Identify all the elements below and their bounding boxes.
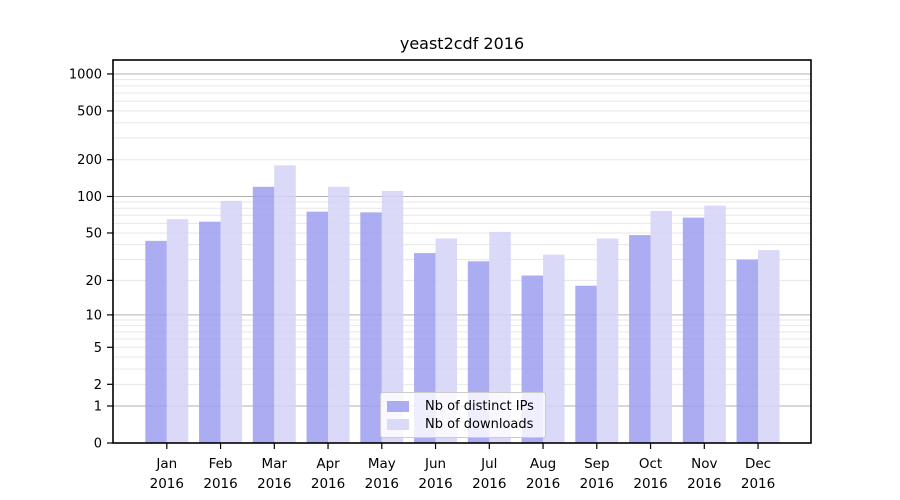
bar-downloads-jan [166, 219, 189, 443]
bar-downloads-jun [435, 238, 458, 443]
bar-downloads-dec [758, 250, 780, 443]
bar-downloads-sep [596, 238, 619, 443]
x-tick-month-label: Jul [480, 456, 497, 472]
x-tick-month-label: Nov [691, 456, 717, 472]
y-tick-label: 1000 [69, 67, 102, 82]
bar-downloads-apr [328, 186, 350, 444]
y-tick-label: 0 [94, 437, 102, 452]
x-tick-year-label: 2016 [580, 476, 614, 492]
x-axis: Jan 2016 Feb 2016 Mar 2016 Apr 2016 May 2016 Jun 20… [150, 443, 775, 492]
plot-border [112, 59, 812, 444]
bar-ips-feb [199, 221, 221, 443]
x-tick-year-label: 2016 [418, 476, 452, 492]
x-tick-month-label: Oct [639, 456, 662, 472]
bar-ips-oct [629, 235, 651, 443]
legend-swatch-ips-icon [387, 400, 409, 412]
y-tick-label: 10 [85, 308, 102, 323]
x-tick-year-label: 2016 [365, 476, 399, 492]
x-tick-year-label: 2016 [203, 476, 237, 492]
bar-downloads-mar [274, 165, 296, 443]
x-tick-month-label: Mar [262, 456, 288, 472]
bar-downloads-feb [220, 200, 243, 443]
y-tick-label: 1 [94, 399, 102, 414]
bar-ips-jan [145, 240, 167, 443]
y-tick-label: 2 [94, 378, 102, 393]
bar-ips-dec [736, 259, 759, 443]
x-tick-year-label: 2016 [633, 476, 667, 492]
y-tick-label: 50 [85, 226, 102, 241]
bar-downloads-aug [543, 254, 565, 443]
bar-ips-apr [306, 211, 329, 443]
bar-ips-may [360, 212, 382, 443]
chart-title: yeast2cdf 2016 [399, 34, 525, 53]
bar-ips-sep [575, 285, 597, 443]
x-tick-year-label: 2016 [526, 476, 560, 492]
bar-downloads-oct [650, 210, 673, 443]
x-tick-year-label: 2016 [741, 476, 775, 492]
x-tick-month-label: Jan [155, 456, 177, 472]
legend-label-downloads: Nb of downloads [425, 416, 534, 432]
x-tick-month-label: May [368, 456, 396, 472]
y-tick-label: 20 [85, 274, 102, 289]
x-tick-month-label: Dec [745, 456, 771, 472]
bar-downloads-jul [489, 231, 511, 443]
legend-label-distinct-ips: Nb of distinct IPs [425, 398, 534, 414]
x-tick-month-label: Aug [530, 456, 556, 472]
x-tick-year-label: 2016 [687, 476, 721, 492]
bar-ips-nov [682, 217, 705, 443]
x-tick-month-label: Jun [424, 456, 446, 472]
legend-item-downloads: Nb of downloads [387, 417, 537, 432]
x-tick-month-label: Sep [584, 456, 609, 472]
y-tick-label: 100 [77, 190, 102, 205]
y-tick-label: 200 [77, 153, 102, 168]
x-tick-year-label: 2016 [472, 476, 506, 492]
x-tick-year-label: 2016 [150, 476, 184, 492]
legend: Nb of distinct IPs Nb of downloads [380, 392, 546, 438]
x-tick-month-label: Feb [209, 456, 233, 472]
bar-downloads-nov [704, 205, 726, 443]
y-tick-label: 500 [77, 104, 102, 119]
x-tick-year-label: 2016 [257, 476, 291, 492]
bar-downloads-may [381, 190, 404, 443]
legend-swatch-downloads-icon [387, 418, 409, 430]
legend-item-distinct-ips: Nb of distinct IPs [387, 399, 537, 414]
y-axis: 0 1 2 5 10 20 50 100 200 500 1000 [69, 67, 113, 452]
x-tick-year-label: 2016 [311, 476, 345, 492]
bar-ips-mar [252, 186, 275, 444]
y-tick-label: 5 [94, 341, 102, 356]
x-tick-month-label: Apr [316, 456, 340, 472]
